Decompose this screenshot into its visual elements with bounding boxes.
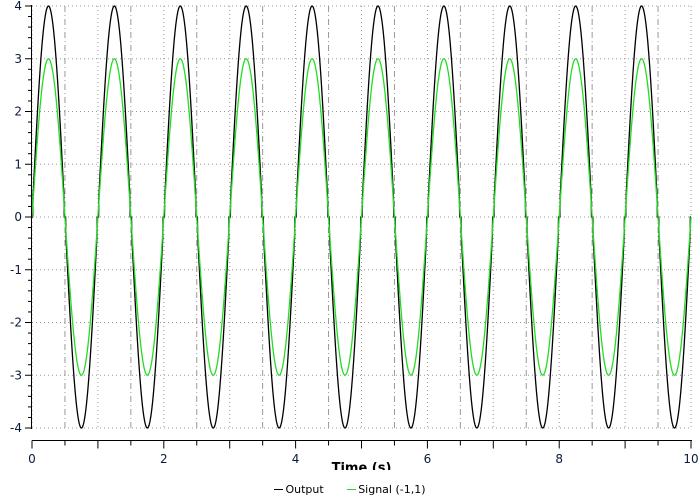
x-tick-label: 4 [292,452,300,466]
y-tick-label: 4 [14,0,22,13]
legend: Output Signal (-1,1) [0,480,700,496]
series-line-1 [31,58,692,376]
x-tick-label: 6 [424,452,432,466]
x-tick-label: 8 [555,452,563,466]
y-tick-label: -1 [10,263,22,277]
legend-swatch-signal [347,489,357,490]
x-tick-label: 10 [683,452,698,466]
y-tick-label: -3 [10,368,22,382]
y-tick-label: -4 [10,421,22,435]
x-tick-label: 2 [160,452,168,466]
legend-item-output: Output [274,483,324,496]
x-axis-title: Time (s) [332,461,392,470]
legend-swatch-output [274,489,284,490]
x-tick-label: 0 [28,452,36,466]
y-tick-label: 0 [14,210,22,224]
y-tick-label: 2 [14,105,22,119]
legend-label-output: Output [285,483,324,496]
y-tick-label: 3 [14,52,22,66]
y-tick-label: -2 [10,316,22,330]
legend-item-signal: Signal (-1,1) [347,483,426,496]
legend-label-signal: Signal (-1,1) [358,483,426,496]
y-tick-label: 1 [14,157,22,171]
